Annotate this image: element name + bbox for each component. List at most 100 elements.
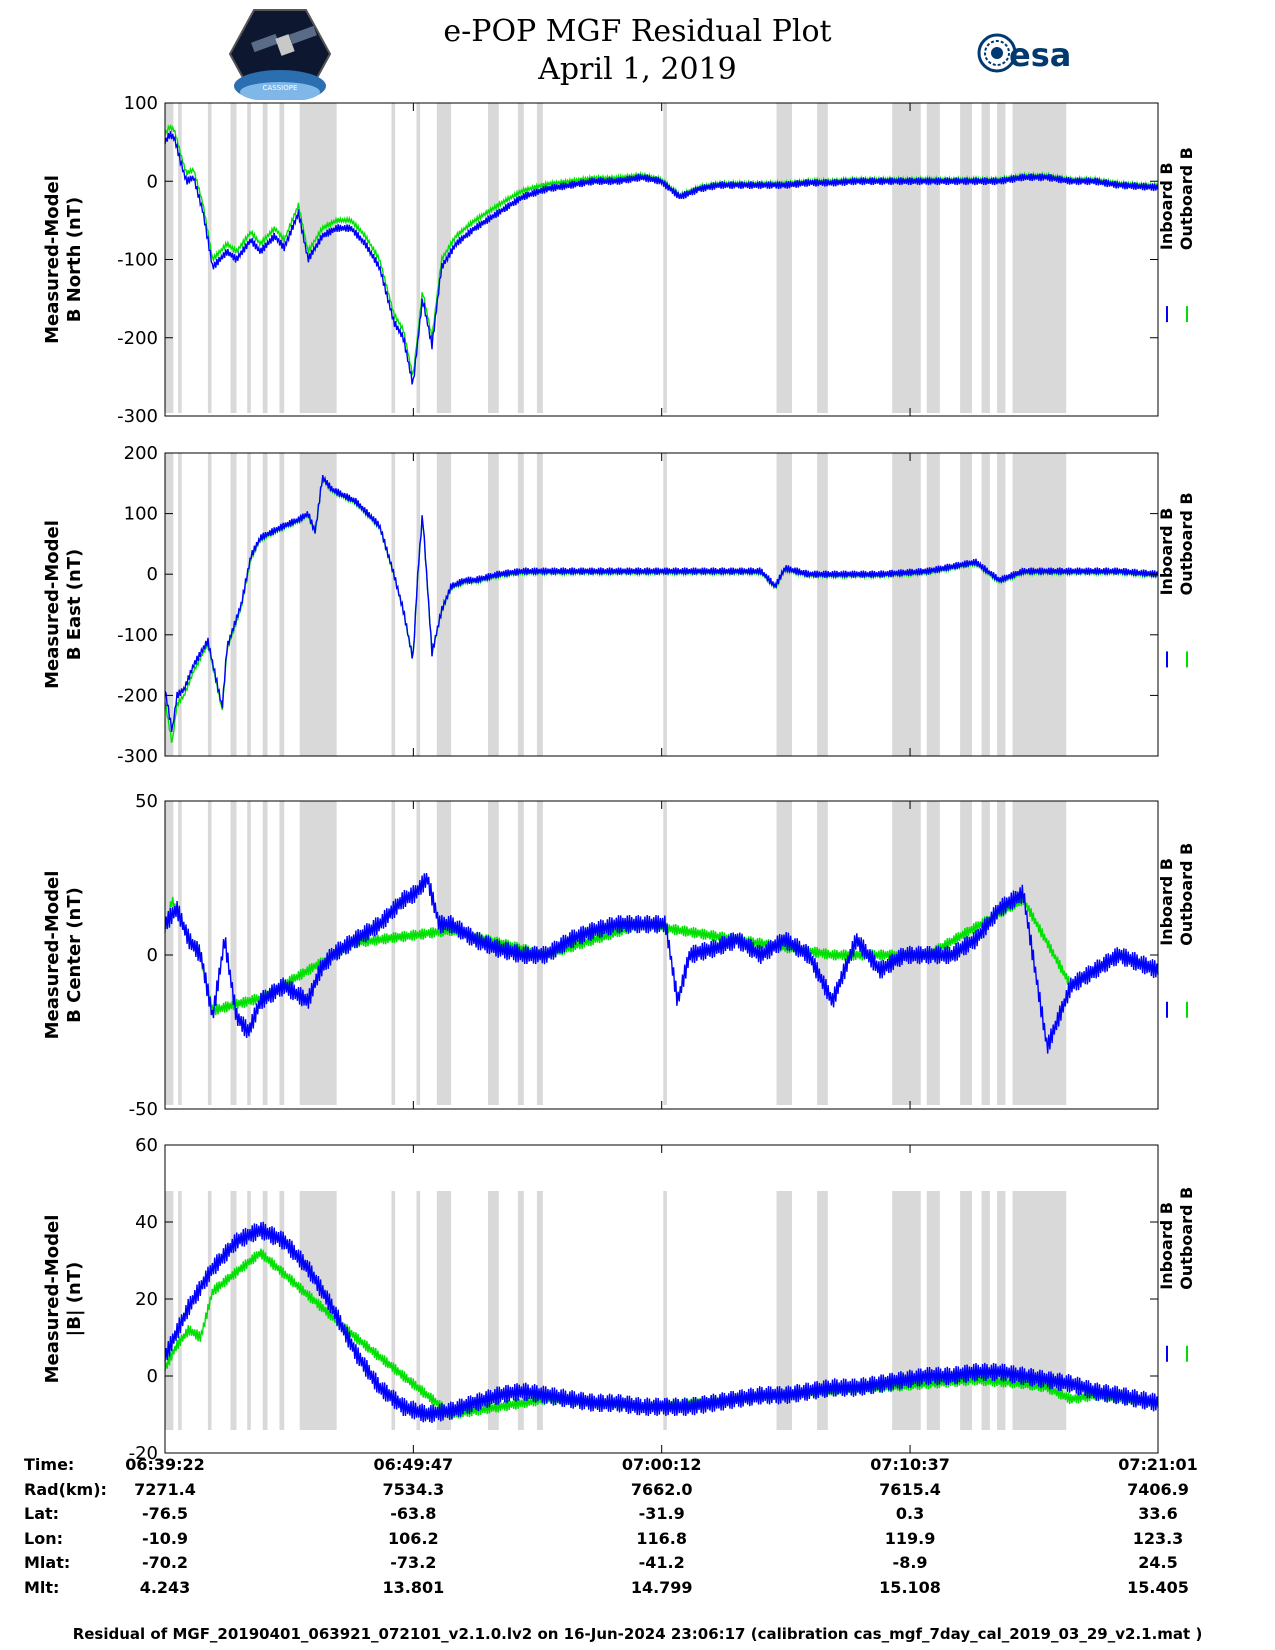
footer-value: 7534.3 [382, 1479, 445, 1499]
shaded-interval [436, 801, 452, 1105]
footer-value: 7271.4 [134, 1479, 196, 1499]
y-tick-label: 0 [147, 171, 158, 192]
footer-row: Mlt: 4.243 13.801 14.799 15.108 15.405 [0, 1578, 1275, 1602]
y-tick-label: -50 [129, 1099, 158, 1120]
footer-value: 15.108 [879, 1577, 941, 1597]
legend: Inboard B Outboard B [1157, 1187, 1196, 1362]
y-tick-label: 20 [135, 1289, 158, 1310]
shaded-interval [488, 801, 499, 1105]
y-axis-label: Measured-ModelB North (nT) [42, 175, 85, 344]
y-tick-label: 0 [147, 945, 158, 966]
shaded-interval [230, 453, 237, 756]
shaded-interval [488, 453, 499, 756]
series-inboard [164, 1221, 1159, 1424]
shaded-interval [1012, 103, 1067, 413]
shaded-interval [279, 103, 285, 413]
shaded-interval [207, 103, 212, 413]
legend-entry: Outboard B [1177, 492, 1196, 595]
shaded-interval [391, 1191, 396, 1430]
shaded-interval [892, 103, 921, 413]
shaded-interval [262, 1191, 268, 1430]
shaded-interval [776, 453, 793, 756]
shaded-interval [207, 1191, 212, 1430]
shaded-interval [536, 1191, 543, 1430]
shaded-interval [517, 1191, 524, 1430]
legend: Inboard B Outboard B [1157, 147, 1196, 323]
shaded-interval [165, 801, 174, 1105]
cassiope-logo: CASSIOPE [228, 9, 332, 100]
footer-row-label: Lon: [24, 1528, 63, 1548]
shaded-interval [663, 103, 667, 413]
footer-caption: Residual of MGF_20190401_063921_072101_v… [72, 1625, 1203, 1643]
footer-value: 07:10:37 [870, 1455, 950, 1474]
footer-row-label: Time: [24, 1455, 75, 1474]
footer-value: 0.3 [895, 1504, 925, 1523]
shaded-interval [207, 801, 212, 1105]
y-tick-label: -300 [117, 406, 158, 427]
shaded-interval [165, 103, 174, 413]
series-inboard [164, 474, 1159, 733]
shaded-interval [997, 453, 1006, 756]
legend: Inboard B Outboard B [1157, 843, 1196, 1018]
y-tick-label: -100 [117, 250, 158, 271]
footer-value: 13.801 [382, 1577, 445, 1597]
shaded-interval [817, 1191, 828, 1430]
y-axis-label-line2: B North (nT) [64, 197, 85, 323]
esa-logo-text: esa [1009, 36, 1071, 74]
plot-title: e-POP MGF Residual Plot [443, 14, 832, 49]
shaded-interval [436, 103, 452, 413]
plot-date: April 1, 2019 [538, 52, 737, 87]
series-inboard [164, 131, 1159, 385]
shaded-interval [178, 1191, 182, 1430]
y-axis-label-line1: Measured-Model [42, 520, 63, 689]
footer-row: Lon: -10.9 106.2 116.8 119.9 123.3 [0, 1529, 1275, 1553]
footer-value: 14.799 [630, 1577, 693, 1597]
footer-value: 07:21:01 [1118, 1455, 1198, 1474]
shaded-interval [262, 801, 268, 1105]
footer-value: 07:00:12 [621, 1455, 702, 1474]
legend-entry: Inboard B [1157, 1202, 1176, 1290]
shaded-interval [960, 103, 973, 413]
y-axis-label: Measured-ModelB East (nT) [42, 520, 85, 689]
footer-row-label: Mlat: [24, 1553, 71, 1572]
shaded-interval [997, 1191, 1006, 1430]
shaded-interval [536, 103, 543, 413]
footer-row-label: Lat: [24, 1504, 60, 1523]
shaded-interval [247, 453, 251, 756]
shaded-interval [960, 453, 973, 756]
shaded-interval [981, 1191, 990, 1430]
panel-1: 100 0 -100 -200 -300 Measured-ModelB North (n… [42, 93, 1196, 427]
y-tick-label: 50 [135, 791, 158, 812]
shaded-interval [391, 103, 396, 413]
y-axis-label-line1: Measured-Model [42, 871, 63, 1040]
footer-row: Lat: -76.5 -63.8 -31.9 0.3 33.6 [0, 1504, 1275, 1528]
footer-row-label: Mlt: [24, 1577, 60, 1597]
shaded-interval [416, 103, 421, 413]
legend: Inboard B Outboard B [1157, 492, 1196, 668]
shaded-interval [178, 453, 182, 756]
footer-row: Time: 06:39:22 06:49:47 07:00:12 07:10:37 07:… [0, 1455, 1275, 1479]
legend-entry: Outboard B [1177, 147, 1196, 250]
shaded-interval [517, 453, 524, 756]
footer-value: 15.405 [1127, 1577, 1189, 1597]
shaded-interval [1012, 801, 1067, 1105]
y-tick-label: 60 [135, 1135, 158, 1156]
shaded-interval [279, 1191, 285, 1430]
shaded-interval [299, 453, 337, 756]
footer-value: 06:49:47 [373, 1455, 454, 1474]
shaded-interval [817, 453, 828, 756]
footer-value: 7662.0 [630, 1479, 693, 1499]
shaded-interval [997, 103, 1006, 413]
shaded-interval [817, 103, 828, 413]
shaded-interval [165, 453, 174, 756]
shaded-interval [663, 1191, 667, 1430]
shaded-interval [391, 801, 396, 1105]
shaded-interval [488, 1191, 499, 1430]
shaded-interval [299, 103, 337, 413]
footer-value: -70.2 [141, 1553, 189, 1572]
shaded-interval [165, 1191, 174, 1430]
y-tick-label: -300 [117, 746, 158, 767]
shaded-interval [960, 1191, 973, 1430]
footer-value: -73.2 [390, 1553, 437, 1572]
y-tick-label: 40 [135, 1212, 158, 1233]
